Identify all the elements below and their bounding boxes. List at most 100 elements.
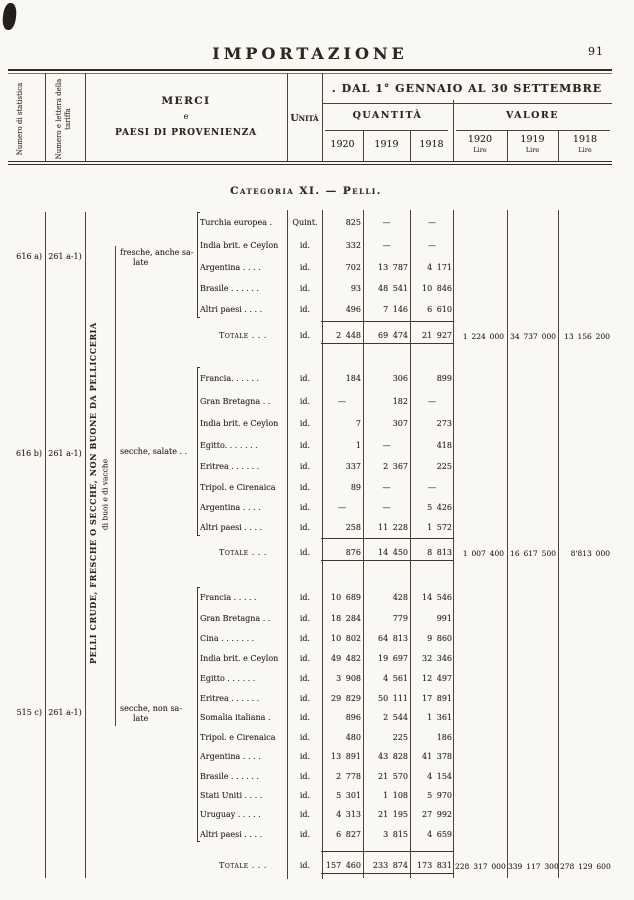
row-country-label: Cina . . . . . . . <box>200 634 255 643</box>
row-country-label: Egitto . . . . . . <box>200 674 256 683</box>
total-qty-1919: 233 874 <box>372 861 408 870</box>
column-header-tariffa: Numero e lettera della tariffa <box>55 78 72 160</box>
total-qty-1920: 876 <box>345 548 361 557</box>
total-value-1919: 34 737 000 <box>510 332 556 341</box>
cell-qty-1920: 5 301 <box>336 791 361 800</box>
cell-qty-1918: — <box>428 483 436 492</box>
column-rule <box>453 210 454 878</box>
column-rule <box>363 131 364 161</box>
total-rule <box>321 873 363 874</box>
cell-qty-1919: 43 828 <box>378 752 408 761</box>
total-rule <box>363 851 410 852</box>
column-header-merci: MERCI <box>161 95 211 107</box>
tariffa-code: 261 a-1) <box>48 708 82 717</box>
sub-category-label: late <box>133 714 149 723</box>
column-rule <box>287 210 288 879</box>
cell-qty-1918: 186 <box>436 733 452 742</box>
total-value-1920: 1 007 400 <box>462 549 504 558</box>
total-rule <box>410 343 454 344</box>
column-rule <box>363 210 364 878</box>
row-unit: id. <box>299 241 311 250</box>
cell-qty-1918: 6 610 <box>427 305 452 314</box>
total-rule <box>363 538 410 539</box>
cell-qty-1919: 4 561 <box>383 674 408 683</box>
row-unit: id. <box>299 791 311 800</box>
category-title: Categoria XI. — Pelli. <box>230 185 382 197</box>
cell-qty-1918: 41 378 <box>422 752 452 761</box>
cell-qty-1918: 1 361 <box>427 713 452 722</box>
cell-qty-1920: 825 <box>345 218 361 227</box>
cell-qty-1920: 89 <box>350 483 361 492</box>
column-rule <box>45 73 46 161</box>
total-label: Totale . . . <box>219 548 267 557</box>
column-rule <box>45 212 46 878</box>
row-unit: id. <box>299 654 311 663</box>
row-country-label: Argentina . . . . <box>200 503 261 512</box>
cell-qty-1918: 899 <box>436 374 452 383</box>
cell-qty-1919: — <box>382 241 391 250</box>
val-lire-1918: Lire <box>578 146 592 154</box>
cell-qty-1918: 4 659 <box>427 830 452 839</box>
cell-qty-1919: 306 <box>392 374 408 383</box>
row-country-label: Brasile . . . . . . <box>200 284 259 293</box>
cell-qty-1920: 29 829 <box>331 694 361 703</box>
row-unit: Quint. <box>292 218 318 227</box>
total-value-1920: 1 224 000 <box>462 332 504 341</box>
statistica-code: 616 b) <box>15 449 42 458</box>
row-unit: id. <box>299 810 311 819</box>
row-country-label: Uruguay . . . . . <box>200 810 261 819</box>
statistica-code: 616 a) <box>16 252 42 261</box>
total-rule <box>321 538 363 539</box>
total-qty-1919: 14 450 <box>378 548 408 557</box>
column-rule <box>558 131 559 161</box>
cell-qty-1919: — <box>382 441 391 450</box>
val-year-1919: 1919 <box>520 134 545 145</box>
cell-qty-1919: 7 146 <box>383 305 408 314</box>
total-label: Totale . . . <box>219 331 267 340</box>
cell-qty-1920: 6 827 <box>336 830 361 839</box>
row-country-label: Gran Bretagna . . <box>200 397 271 406</box>
row-unit: id. <box>299 634 311 643</box>
cell-qty-1920: 10 802 <box>331 634 361 643</box>
cell-qty-1920: 480 <box>345 733 361 742</box>
group-vertical-label: PELLI CRUDE, FRESCHE O SECCHE, NON BUONE… <box>88 322 98 664</box>
cell-qty-1918: 27 992 <box>422 810 452 819</box>
cell-qty-1918: 225 <box>436 462 452 471</box>
cell-qty-1920: 2 778 <box>336 772 361 781</box>
cell-qty-1920: 332 <box>345 241 361 250</box>
cell-qty-1920: 258 <box>345 523 361 532</box>
total-qty-1918: 173 831 <box>416 861 452 870</box>
column-rule <box>115 246 116 726</box>
cell-qty-1919: 1 108 <box>383 791 408 800</box>
row-country-label: Egitto. . . . . . . <box>200 441 258 450</box>
row-country-label: Eritrea . . . . . . <box>200 694 260 703</box>
cell-qty-1919: 64 813 <box>378 634 408 643</box>
scan-artifact <box>1 2 18 31</box>
cell-qty-1920: 7 <box>355 419 361 428</box>
cell-qty-1918: 4 154 <box>427 772 452 781</box>
statistica-code: 515 c) <box>16 708 42 717</box>
row-country-label: Stati Uniti . . . . <box>200 791 263 800</box>
val-year-1920: 1920 <box>467 134 493 145</box>
country-brace <box>197 587 200 842</box>
page-number: 91 <box>588 45 604 58</box>
column-rule <box>410 210 411 878</box>
cell-qty-1919: 779 <box>392 614 408 623</box>
row-unit: id. <box>299 614 311 623</box>
row-unit: id. <box>299 523 311 532</box>
total-rule <box>410 560 454 561</box>
cell-qty-1918: 273 <box>436 419 452 428</box>
cell-qty-1920: 896 <box>345 713 361 722</box>
cell-qty-1918: — <box>428 218 436 227</box>
cell-qty-1919: 2 544 <box>383 713 408 722</box>
cell-qty-1918: 14 546 <box>422 593 452 602</box>
total-rule <box>363 321 410 322</box>
tariffa-code: 261 a-1) <box>48 252 82 261</box>
total-label: Totale . . . <box>219 861 267 870</box>
cell-qty-1918: 17 891 <box>422 694 452 703</box>
row-unit: id. <box>299 752 311 761</box>
page-title: IMPORTAZIONE <box>212 44 408 63</box>
row-unit: id. <box>299 374 311 383</box>
total-qty-1918: 21 927 <box>422 331 452 340</box>
row-country-label: Brasile . . . . . . <box>200 772 259 781</box>
